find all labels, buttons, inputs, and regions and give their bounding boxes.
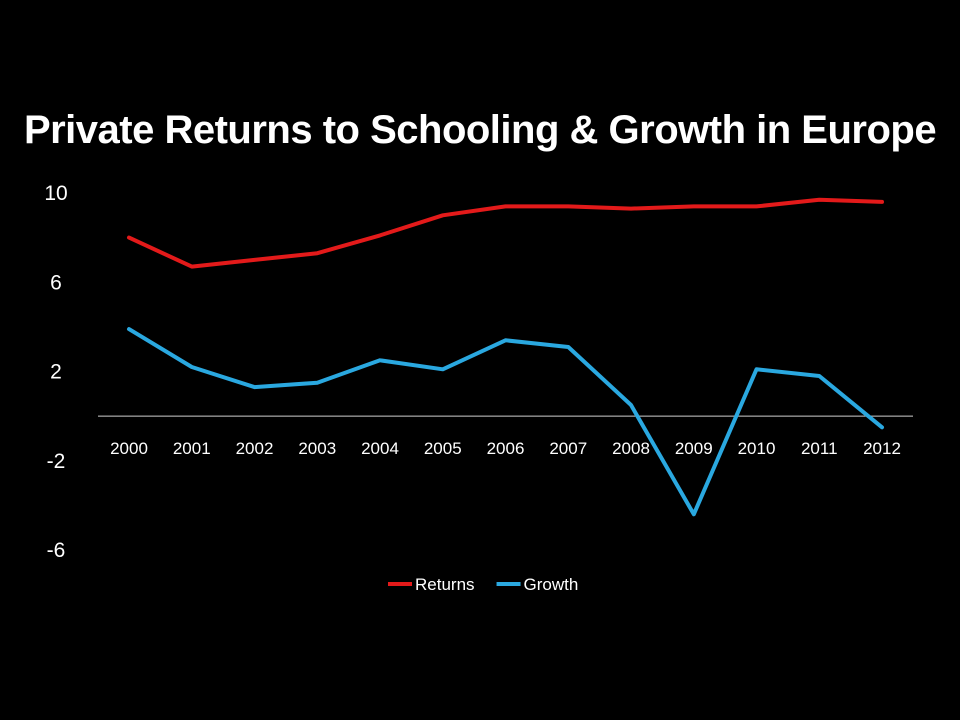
y-tick-label: 10: [44, 182, 67, 205]
x-axis-ticks: 2000 2001 2002 2003 2004 2005 2006 2007 2008 2009…: [110, 439, 901, 458]
legend: Returns Growth: [388, 575, 578, 594]
y-axis-ticks: 10 6 2 -2 -6: [44, 182, 67, 562]
x-tick-label: 2005: [424, 439, 462, 458]
x-tick-label: 2000: [110, 439, 148, 458]
legend-label: Returns: [415, 575, 475, 594]
y-tick-label: 6: [50, 271, 62, 294]
x-tick-label: 2012: [863, 439, 901, 458]
x-tick-label: 2011: [801, 439, 838, 458]
series-lines: [127, 197, 884, 517]
x-tick-label: 2010: [738, 439, 776, 458]
x-tick-label: 2009: [675, 439, 713, 458]
chart-title: Private Returns to Schooling & Growth in…: [23, 108, 937, 152]
x-tick-label: 2008: [612, 439, 650, 458]
series-line-returns: [127, 197, 884, 269]
y-tick-label: -2: [47, 450, 66, 473]
x-tick-label: 2003: [298, 439, 336, 458]
y-tick-label: 2: [50, 361, 62, 384]
y-tick-label: -6: [47, 539, 66, 562]
x-tick-label: 2004: [361, 439, 399, 458]
x-tick-label: 2001: [173, 439, 211, 458]
x-tick-label: 2007: [549, 439, 587, 458]
series-line-growth: [127, 327, 884, 517]
legend-label: Growth: [524, 575, 579, 594]
x-tick-label: 2002: [236, 439, 274, 458]
x-tick-label: 2006: [487, 439, 525, 458]
